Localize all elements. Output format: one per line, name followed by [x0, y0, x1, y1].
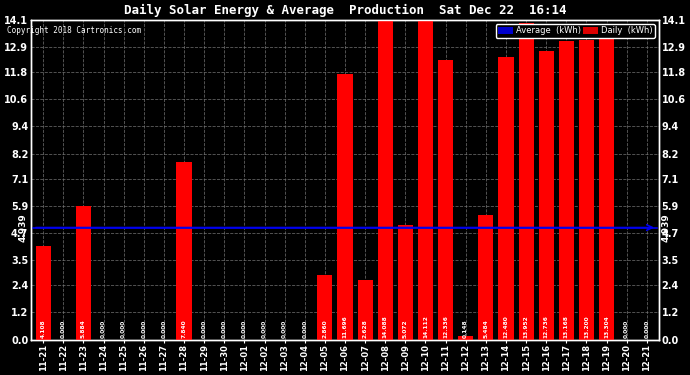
Bar	[438, 60, 453, 339]
Bar	[377, 20, 393, 339]
Text: 12.736: 12.736	[544, 315, 549, 338]
Bar	[458, 336, 473, 339]
Bar	[519, 23, 533, 339]
Bar	[317, 274, 333, 339]
Bar	[599, 38, 614, 339]
Bar	[398, 225, 413, 339]
Text: 0.000: 0.000	[201, 320, 206, 338]
Text: 0.000: 0.000	[61, 320, 66, 338]
Text: 4.939: 4.939	[662, 213, 671, 242]
Text: 0.000: 0.000	[302, 320, 307, 338]
Bar	[357, 280, 373, 339]
Text: 5.884: 5.884	[81, 320, 86, 338]
Bar	[559, 41, 574, 339]
Text: 13.304: 13.304	[604, 316, 609, 338]
Text: 5.484: 5.484	[484, 320, 489, 338]
Text: 0.000: 0.000	[221, 320, 227, 338]
Bar	[498, 57, 513, 339]
Text: 4.939: 4.939	[19, 213, 28, 242]
Bar	[337, 74, 353, 339]
Text: 14.112: 14.112	[423, 315, 428, 338]
Text: 0.000: 0.000	[161, 320, 166, 338]
Text: 0.148: 0.148	[463, 320, 469, 338]
Text: 0.000: 0.000	[282, 320, 287, 338]
Text: 0.000: 0.000	[242, 320, 247, 338]
Text: 13.168: 13.168	[564, 315, 569, 338]
Text: 4.108: 4.108	[41, 320, 46, 338]
Bar	[76, 206, 91, 339]
Text: 2.628: 2.628	[363, 320, 368, 338]
Bar	[478, 215, 493, 339]
Text: 5.072: 5.072	[403, 320, 408, 338]
Text: 0.000: 0.000	[141, 320, 146, 338]
Legend: Average  (kWh), Daily  (kWh): Average (kWh), Daily (kWh)	[495, 24, 655, 38]
Text: 14.088: 14.088	[383, 316, 388, 338]
Text: Copyright 2018 Cartronics.com: Copyright 2018 Cartronics.com	[7, 26, 141, 35]
Text: 0.000: 0.000	[644, 320, 649, 338]
Text: 13.200: 13.200	[584, 316, 589, 338]
Text: 0.000: 0.000	[121, 320, 126, 338]
Bar	[36, 246, 50, 339]
Bar	[539, 51, 554, 339]
Text: 2.860: 2.860	[322, 320, 327, 338]
Title: Daily Solar Energy & Average  Production  Sat Dec 22  16:14: Daily Solar Energy & Average Production …	[124, 4, 566, 17]
Text: 0.000: 0.000	[624, 320, 629, 338]
Text: 12.336: 12.336	[443, 315, 448, 338]
Text: 13.952: 13.952	[524, 316, 529, 338]
Text: 11.696: 11.696	[342, 316, 348, 338]
Text: 0.000: 0.000	[101, 320, 106, 338]
Bar	[177, 162, 192, 339]
Bar	[579, 40, 594, 339]
Text: 7.840: 7.840	[181, 320, 186, 338]
Text: 12.480: 12.480	[504, 316, 509, 338]
Text: 0.000: 0.000	[262, 320, 267, 338]
Bar	[418, 20, 433, 339]
